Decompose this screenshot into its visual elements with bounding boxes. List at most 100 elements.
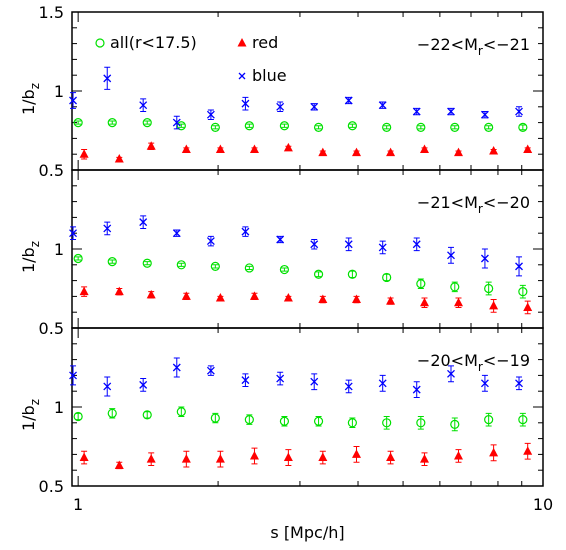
marker-triangle: [419, 144, 429, 153]
legend-item: blue: [238, 66, 287, 85]
marker-circle: [142, 117, 152, 128]
marker-triangle: [386, 147, 396, 157]
y-tick-label: 1.5: [39, 3, 64, 22]
series: [73, 117, 528, 132]
error-bar: [246, 414, 253, 425]
marker-circle: [210, 413, 220, 423]
marker-triangle: [318, 452, 328, 462]
marker-triangle: [181, 454, 191, 463]
marker-circle: [347, 121, 357, 131]
marker-triangle: [79, 452, 89, 462]
error-bar: [349, 123, 356, 128]
marker-x: [378, 243, 387, 252]
marker-triangle: [249, 450, 259, 460]
marker-circle: [416, 418, 426, 428]
marker-triangle: [249, 291, 259, 300]
marker-x: [103, 382, 112, 391]
marker-circle: [73, 411, 83, 422]
panel-label-sub: r: [478, 44, 483, 58]
error-bar: [451, 281, 458, 293]
series: [73, 253, 528, 299]
panel-label-part: −22<M: [417, 35, 478, 54]
error-bar: [383, 273, 390, 282]
marker-x: [69, 371, 77, 380]
marker-triangle: [454, 450, 464, 460]
series: [79, 141, 533, 163]
marker-triangle: [79, 149, 89, 158]
error-bar: [144, 411, 151, 419]
marker-circle: [347, 269, 357, 279]
marker-circle: [244, 415, 254, 425]
marker-circle: [244, 263, 254, 273]
marker-x: [480, 254, 489, 263]
marker-circle: [416, 122, 426, 132]
marker-circle: [416, 279, 426, 289]
panel-label-sub: r: [478, 202, 483, 216]
marker-triangle: [318, 294, 328, 304]
marker-triangle: [523, 446, 533, 455]
marker-circle: [382, 122, 392, 132]
x-axis-label: s [Mpc/h]: [270, 523, 344, 542]
marker-circle: [313, 269, 324, 279]
error-bar: [75, 120, 82, 125]
panel-label-part: −20<M: [417, 351, 478, 370]
error-bar: [178, 406, 185, 417]
marker-circle: [279, 121, 290, 131]
marker-triangle: [489, 447, 499, 457]
marker-circle: [518, 122, 528, 132]
marker-circle: [450, 282, 460, 292]
marker-x: [206, 366, 215, 375]
error-bar: [144, 261, 151, 266]
error-bar: [281, 267, 288, 272]
error-bar: [75, 256, 82, 261]
panel-label-part: −21<M: [417, 193, 478, 212]
legend-item: all(r<17.5): [95, 33, 197, 52]
legend-marker: [95, 38, 105, 48]
marker-x: [276, 374, 285, 383]
marker-x: [412, 107, 421, 116]
error-bar: [315, 415, 322, 427]
error-bar: [519, 124, 526, 131]
marker-circle: [176, 260, 186, 270]
series: [69, 215, 523, 277]
error-bar: [178, 123, 185, 128]
error-bar: [144, 120, 151, 125]
marker-x: [344, 96, 353, 105]
marker-x: [447, 251, 455, 260]
marker-triangle: [318, 147, 328, 157]
marker-circle: [244, 121, 254, 131]
y-axis-label-part: 1/b: [19, 247, 38, 273]
marker-circle: [279, 264, 290, 275]
y-tick-label: 1: [54, 240, 64, 259]
panel-label-part: <−21: [483, 35, 530, 54]
marker-triangle: [386, 452, 396, 462]
marker-x: [480, 379, 489, 388]
marker-x: [276, 235, 285, 244]
y-axis-label-part: 1/b: [19, 405, 38, 431]
legend-item: red: [237, 33, 278, 52]
marker-circle: [176, 407, 186, 417]
marker-triangle: [181, 291, 191, 300]
marker-circle: [484, 415, 494, 425]
marker-triangle: [215, 144, 225, 153]
marker-x: [310, 377, 319, 386]
panel-label: −21<Mr<−20: [417, 193, 530, 216]
error-bar: [109, 259, 116, 264]
y-axis-label-sub: z: [28, 399, 42, 405]
legend-label: blue: [252, 66, 287, 85]
marker-x: [241, 227, 250, 236]
series: [69, 357, 523, 399]
marker-x: [139, 380, 148, 389]
marker-triangle: [351, 449, 361, 458]
marker-triangle: [283, 452, 293, 462]
marker-x: [447, 107, 455, 116]
marker-x: [276, 102, 285, 111]
marker-triangle: [386, 296, 396, 305]
marker-x: [310, 102, 319, 111]
marker-x: [69, 96, 77, 105]
marker-x: [344, 382, 353, 391]
marker-triangle: [146, 289, 156, 299]
marker-triangle: [114, 286, 124, 296]
error-bar: [417, 278, 424, 289]
marker-x: [172, 229, 181, 238]
